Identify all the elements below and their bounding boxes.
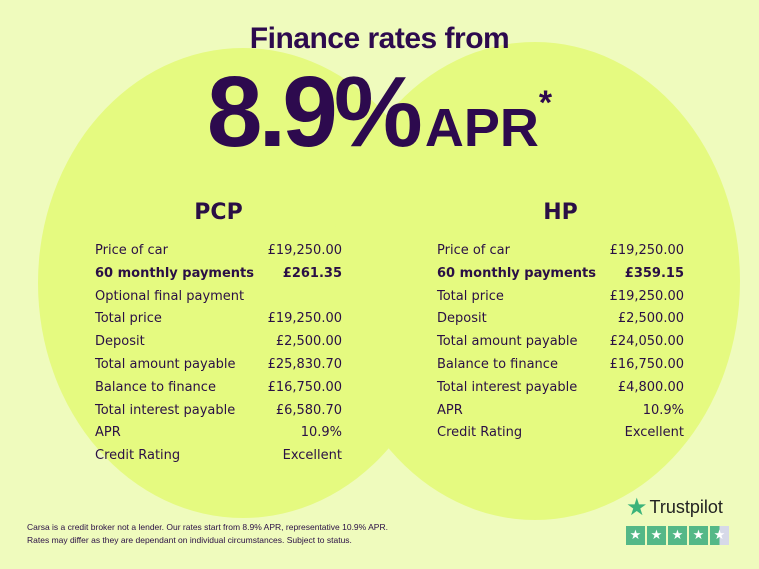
rate-unit: APR (424, 98, 539, 158)
rating-star-icon: ★ (710, 526, 729, 545)
table-row: Credit Rating Excellent (437, 422, 684, 445)
row-label: Total interest payable (437, 379, 578, 395)
row-label: Price of car (437, 243, 510, 258)
trustpilot-rating: ★ ★ ★ ★ ★ (626, 526, 729, 545)
row-value: £261.35 (282, 265, 342, 281)
row-label: Deposit (95, 334, 145, 350)
row-value: £359.15 (624, 265, 684, 281)
pcp-table: PCP Price of car £19,250.00 60 monthly pay… (95, 200, 342, 468)
rating-star-icon: ★ (626, 526, 645, 545)
row-value: 10.9% (300, 425, 342, 441)
table-row: APR 10.9% (437, 400, 684, 423)
trustpilot-label: Trustpilot (649, 497, 723, 517)
table-row: 60 monthly payments £359.15 (437, 263, 684, 286)
trustpilot-star-icon: ★ (626, 494, 648, 521)
row-label: Optional final payment (95, 288, 245, 304)
row-value: 10.9% (642, 402, 684, 418)
table-row: Deposit £2,500.00 (95, 331, 342, 354)
rating-star-icon: ★ (647, 526, 666, 545)
table-row: Total amount payable £24,050.00 (437, 331, 684, 354)
row-label: Total price (95, 311, 162, 327)
table-row: Balance to finance £16,750.00 (95, 377, 342, 400)
table-row: Total interest payable £4,800.00 (437, 377, 684, 400)
table-row: Credit Rating Excellent (95, 445, 342, 468)
pcp-title: PCP (194, 200, 243, 225)
table-row: Total price £19,250.00 (95, 308, 342, 331)
table-row: Price of car £19,250.00 (437, 240, 684, 263)
row-value: £2,500.00 (275, 334, 342, 350)
row-value: £6,580.70 (275, 402, 342, 418)
row-value: £4,800.00 (617, 379, 684, 395)
row-label: Total interest payable (95, 402, 236, 418)
rate-asterisk: * (538, 84, 553, 122)
row-value: £19,250.00 (267, 243, 342, 258)
row-value: Excellent (282, 448, 342, 464)
row-label: Credit Rating (437, 425, 523, 441)
row-value: £25,830.70 (267, 356, 342, 372)
headline: Finance rates from (249, 22, 510, 55)
row-label: Total amount payable (437, 334, 578, 350)
table-row: Total price £19,250.00 (437, 286, 684, 309)
row-label: Balance to finance (437, 356, 558, 372)
row-value: £19,250.00 (267, 311, 342, 327)
row-label: APR (95, 425, 121, 441)
table-row: Optional final payment (95, 286, 342, 309)
row-label: Total amount payable (95, 356, 236, 372)
row-label: APR (437, 402, 463, 418)
hp-table: HP Price of car £19,250.00 60 monthly paym… (437, 200, 684, 445)
row-label: 60 monthly payments (437, 265, 596, 281)
table-row: Balance to finance £16,750.00 (437, 354, 684, 377)
table-row: 60 monthly payments £261.35 (95, 263, 342, 286)
disclaimer-line: Rates may differ as they are dependant o… (27, 535, 352, 545)
row-label: Balance to finance (95, 379, 216, 395)
rate-display: 8.9% APR* (0, 62, 759, 162)
row-value: Excellent (624, 425, 684, 441)
background-circle-right (330, 42, 740, 520)
row-label: Total price (437, 288, 504, 304)
table-row: Deposit £2,500.00 (437, 308, 684, 331)
rate-value: 8.9% (206, 56, 423, 168)
row-value: £24,050.00 (609, 334, 684, 350)
trustpilot-badge[interactable]: ★ Trustpilot ★ ★ ★ ★ ★ (626, 493, 729, 545)
row-value: £19,250.00 (609, 288, 684, 304)
table-row: APR 10.9% (95, 422, 342, 445)
rating-star-icon: ★ (668, 526, 687, 545)
table-row: Price of car £19,250.00 (95, 240, 342, 263)
row-value: £16,750.00 (609, 356, 684, 372)
row-label: Credit Rating (95, 448, 181, 464)
row-value: £16,750.00 (267, 379, 342, 395)
row-label: Deposit (437, 311, 487, 327)
disclaimer: Carsa is a credit broker not a lender. O… (27, 521, 388, 547)
row-label: Price of car (95, 243, 168, 258)
table-row: Total interest payable £6,580.70 (95, 400, 342, 423)
hp-title: HP (543, 200, 578, 225)
rating-star-icon: ★ (689, 526, 708, 545)
row-value: £2,500.00 (617, 311, 684, 327)
table-row: Total amount payable £25,830.70 (95, 354, 342, 377)
row-label: 60 monthly payments (95, 265, 254, 281)
disclaimer-line: Carsa is a credit broker not a lender. O… (27, 522, 388, 532)
row-value: £19,250.00 (609, 243, 684, 258)
